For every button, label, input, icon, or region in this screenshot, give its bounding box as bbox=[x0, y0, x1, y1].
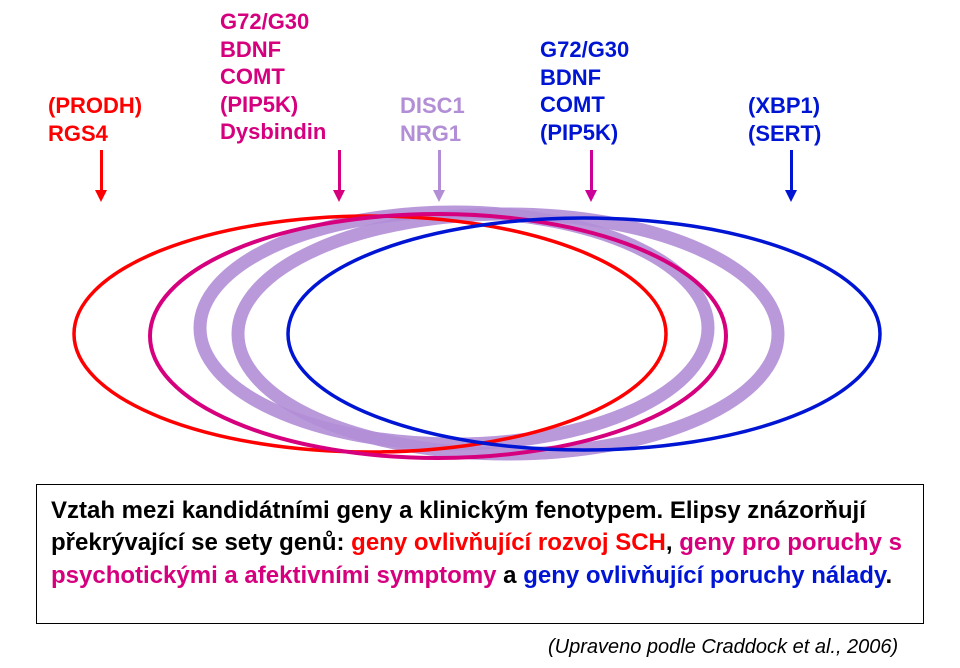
gene-label: Dysbindin bbox=[220, 118, 326, 146]
gene-label: (PRODH) bbox=[48, 92, 142, 120]
caption-segment: , bbox=[666, 529, 679, 556]
gene-label: G72/G30 bbox=[220, 8, 326, 36]
gene-group-grp-xbp1: (XBP1)(SERT) bbox=[748, 92, 821, 147]
gene-label: COMT bbox=[220, 63, 326, 91]
caption-segment: klinickým fenotypem bbox=[419, 497, 656, 524]
citation-text: (Upraveno podle Craddock et al., 2006) bbox=[548, 636, 898, 659]
arrow-down-icon bbox=[338, 150, 341, 202]
caption-segment: geny ovlivňující rozvoj SCH bbox=[351, 529, 666, 556]
arrow-down-icon bbox=[790, 150, 793, 202]
gene-group-grp-g72-left: G72/G30BDNFCOMT(PIP5K)Dysbindin bbox=[220, 8, 326, 146]
caption-segment: a bbox=[497, 562, 524, 589]
gene-group-grp-prodh: (PRODH)RGS4 bbox=[48, 92, 142, 147]
caption-segment: geny ovlivňující poruchy nálady bbox=[523, 562, 885, 589]
arrow-down-icon bbox=[590, 150, 593, 202]
gene-label: NRG1 bbox=[400, 120, 465, 148]
caption-segment: . bbox=[886, 562, 893, 589]
gene-label: RGS4 bbox=[48, 120, 142, 148]
ell-red bbox=[74, 216, 666, 452]
gene-group-grp-disc1: DISC1NRG1 bbox=[400, 92, 465, 147]
gene-label: G72/G30 bbox=[540, 36, 629, 64]
gene-group-grp-g72-right: G72/G30BDNFCOMT(PIP5K) bbox=[540, 36, 629, 146]
arrow-down-icon bbox=[438, 150, 441, 202]
ell-violet2 bbox=[238, 214, 778, 454]
diagram-stage: (PRODH)RGS4G72/G30BDNFCOMT(PIP5K)Dysbind… bbox=[0, 0, 960, 668]
gene-label: COMT bbox=[540, 91, 629, 119]
arrow-down-icon bbox=[100, 150, 103, 202]
gene-label: BDNF bbox=[540, 64, 629, 92]
caption-segment: Vztah mezi kandidátními geny a bbox=[51, 497, 419, 524]
gene-label: (PIP5K) bbox=[220, 91, 326, 119]
caption-box: Vztah mezi kandidátními geny a klinickým… bbox=[36, 484, 924, 624]
gene-label: (XBP1) bbox=[748, 92, 821, 120]
gene-label: (SERT) bbox=[748, 120, 821, 148]
gene-label: (PIP5K) bbox=[540, 119, 629, 147]
gene-label: DISC1 bbox=[400, 92, 465, 120]
gene-label: BDNF bbox=[220, 36, 326, 64]
